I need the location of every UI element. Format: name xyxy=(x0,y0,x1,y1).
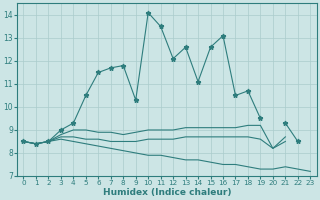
X-axis label: Humidex (Indice chaleur): Humidex (Indice chaleur) xyxy=(103,188,231,197)
